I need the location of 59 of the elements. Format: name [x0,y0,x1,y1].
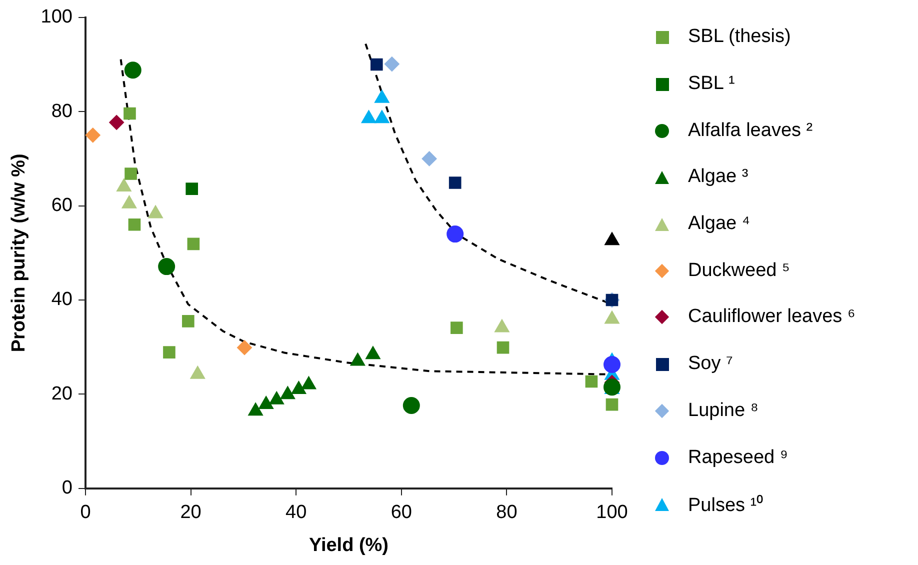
point [124,168,137,180]
x-tick-label: 40 [286,502,307,524]
point [280,386,296,400]
x-tick-label: 0 [80,502,91,524]
point [366,346,380,360]
point [450,322,463,334]
point [109,114,124,130]
point [158,258,176,276]
point [350,352,366,366]
point [182,315,194,328]
point [124,107,136,120]
point [237,340,252,356]
legend-label: Soy ⁷ [688,353,733,376]
y-tick-label: 40 [51,289,72,310]
y-tick-label: 100 [40,6,72,28]
point [291,380,306,394]
legend-label: Rapeseed ⁹ [688,446,788,469]
point [163,346,176,358]
point [606,398,618,411]
point [585,375,598,388]
legend-label: Pulses ¹⁰ [688,494,764,518]
legend-label: Algae ⁴ [688,213,750,236]
x-tick-label: 20 [180,502,202,524]
x-tick-label: 100 [596,502,628,524]
y-tick-label: 80 [51,100,72,122]
point [496,341,510,354]
y-axis-title: Protein purity (w/w %) [8,154,30,352]
point [494,319,510,332]
point [446,226,464,243]
x-tick-label: 60 [390,502,412,524]
x-tick-label: 80 [496,502,518,524]
point [186,182,198,195]
point [301,376,316,390]
legend-label: Duckweed ⁵ [688,260,790,282]
point [124,62,142,79]
point [85,128,100,143]
point [604,356,620,374]
x-axis-title: Yield (%) [308,534,389,556]
point [384,56,400,72]
point [248,402,263,416]
point [128,218,141,231]
point [422,151,437,166]
point [269,391,284,404]
y-tick-label: 60 [51,195,72,216]
legend-label: Lupine ⁸ [688,400,758,422]
point [258,396,274,410]
y-tick-label: 0 [62,478,72,499]
legend-label: SBL ¹ [688,73,735,96]
y-tick-label: 20 [51,383,72,404]
legend-label: Cauliflower leaves ⁶ [688,306,856,328]
point [190,366,206,379]
point [448,176,462,189]
point [402,397,420,414]
point [604,310,620,324]
point [187,238,200,250]
legend-label: Algae ³ [688,166,748,188]
legend-label: SBL (thesis) [688,26,791,48]
legend-label: Alfalfa leaves ² [688,120,813,142]
point [370,58,383,71]
